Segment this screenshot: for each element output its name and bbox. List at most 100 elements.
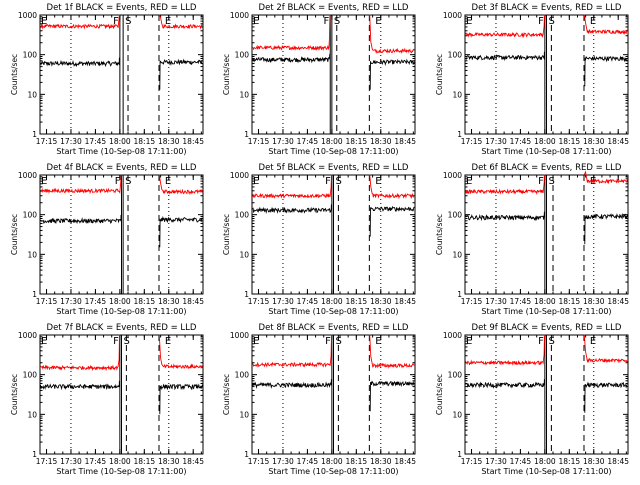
y-axis-label: Counts/sec (10, 374, 19, 415)
x-tick-label: 18:15 (134, 137, 156, 146)
marker-label-f: F (538, 176, 544, 187)
x-tick-label: 18:15 (559, 457, 581, 466)
det-panel: Det 6f BLACK = Events, RED = LLD 1 10 100 10… (435, 163, 629, 316)
x-tick-label: 17:15 (248, 457, 270, 466)
x-tick-label: 18:30 (158, 297, 180, 306)
det-panel: Det 9f BLACK = Events, RED = LLD 1 10 100 10… (435, 323, 629, 476)
lld-line (583, 14, 628, 35)
y-tick-label: 1 (244, 450, 249, 459)
marker-label-f: F (325, 336, 331, 347)
marker-label-e: E (41, 176, 47, 187)
x-tick-label: 17:30 (60, 137, 82, 146)
x-tick-label: 18:15 (346, 457, 368, 466)
y-tick-label: 1000 (18, 331, 37, 340)
y-tick-label: 100 (235, 371, 250, 380)
det-panel: Det 7f BLACK = Events, RED = LLD 1 10 100 10… (10, 323, 204, 476)
marker-label-s: S (336, 176, 342, 187)
marker-label-s: S (336, 336, 342, 347)
x-tick-label: 18:45 (182, 457, 204, 466)
x-tick-label: 18:30 (370, 457, 392, 466)
marker-label-e: E (466, 176, 472, 187)
x-tick-label: 18:00 (109, 457, 131, 466)
y-tick-label: 10 (27, 90, 37, 99)
x-axis-label: Start Time (10-Sep-08 17:11:00) (56, 467, 186, 476)
y-tick-label: 10 (27, 410, 37, 419)
det-panel: Det 2f BLACK = Events, RED = LLD 1 10 100 10… (222, 3, 416, 156)
y-tick-label: 100 (23, 51, 38, 60)
x-tick-label: 18:00 (534, 297, 556, 306)
x-tick-label: 18:30 (583, 137, 605, 146)
marker-label-f: F (325, 176, 331, 187)
marker-label-s: S (549, 176, 555, 187)
lld-line (465, 14, 545, 39)
x-tick-label: 18:30 (583, 457, 605, 466)
marker-label-e: E (165, 176, 171, 187)
marker-label-s: S (549, 336, 555, 347)
events-line (369, 380, 415, 412)
y-tick-label: 1000 (18, 171, 37, 180)
y-axis-label: Counts/sec (222, 374, 231, 415)
y-tick-label: 1000 (230, 171, 249, 180)
marker-label-s: S (549, 16, 555, 27)
events-line (584, 54, 628, 87)
marker-label-e: E (41, 16, 47, 27)
x-tick-label: 17:15 (248, 297, 270, 306)
x-axis-label: Start Time (10-Sep-08 17:11:00) (56, 307, 186, 316)
y-tick-label: 10 (452, 250, 462, 259)
lld-line (158, 14, 203, 30)
events-line (40, 57, 120, 68)
x-tick-label: 18:00 (534, 137, 556, 146)
y-tick-label: 1000 (230, 11, 249, 20)
x-tick-label: 17:45 (85, 297, 107, 306)
marker-label-e: E (253, 336, 259, 347)
x-tick-label: 17:15 (461, 457, 483, 466)
y-tick-label: 1000 (443, 171, 462, 180)
marker-label-e: E (466, 16, 472, 27)
y-tick-label: 1 (244, 130, 249, 139)
x-axis-label: Start Time (10-Sep-08 17:11:00) (56, 147, 186, 156)
det-panel: Det 3f BLACK = Events, RED = LLD 1 10 100 10… (435, 3, 629, 156)
x-tick-label: 17:15 (36, 457, 58, 466)
x-tick-label: 18:15 (559, 137, 581, 146)
y-tick-label: 100 (448, 371, 463, 380)
marker-label-f: F (538, 16, 544, 27)
det-panel: Det 4f BLACK = Events, RED = LLD 1 10 100 10… (10, 163, 204, 316)
x-axis-label: Start Time (10-Sep-08 17:11:00) (481, 307, 611, 316)
det-panel: Det 8f BLACK = Events, RED = LLD 1 10 100 10… (222, 323, 416, 476)
lld-line (40, 14, 120, 30)
events-line (159, 58, 203, 90)
events-line (40, 380, 120, 391)
x-tick-label: 18:00 (321, 297, 343, 306)
marker-label-f: F (538, 336, 544, 347)
y-tick-label: 100 (23, 371, 38, 380)
marker-label-f: F (323, 16, 329, 27)
y-tick-label: 1 (32, 450, 37, 459)
x-tick-label: 18:00 (321, 137, 343, 146)
plot-frame (251, 14, 416, 135)
x-tick-label: 17:45 (510, 297, 532, 306)
x-tick-label: 18:45 (607, 137, 629, 146)
x-tick-label: 17:45 (85, 137, 107, 146)
lld-line (252, 14, 331, 52)
marker-label-s: S (125, 176, 131, 187)
events-line (465, 51, 545, 62)
lld-line (40, 174, 122, 195)
marker-label-f: F (113, 336, 119, 347)
events-line (465, 211, 545, 222)
lld-line (465, 174, 545, 196)
x-tick-label: 18:00 (109, 297, 131, 306)
x-tick-label: 17:30 (485, 297, 507, 306)
events-line (369, 58, 415, 90)
marker-label-e: E (590, 16, 596, 27)
lld-line (252, 174, 332, 199)
y-tick-label: 1 (457, 290, 462, 299)
y-tick-label: 1 (457, 130, 462, 139)
y-tick-label: 1000 (18, 11, 37, 20)
y-tick-label: 10 (239, 410, 249, 419)
x-tick-label: 18:45 (607, 297, 629, 306)
panel-title: Det 2f BLACK = Events, RED = LLD (259, 3, 409, 13)
y-tick-label: 1 (32, 290, 37, 299)
x-tick-label: 17:45 (297, 457, 319, 466)
x-tick-label: 18:15 (134, 457, 156, 466)
x-tick-label: 18:00 (534, 457, 556, 466)
